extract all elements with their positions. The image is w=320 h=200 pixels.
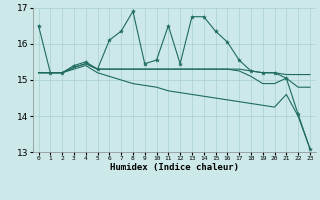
X-axis label: Humidex (Indice chaleur): Humidex (Indice chaleur): [110, 163, 239, 172]
